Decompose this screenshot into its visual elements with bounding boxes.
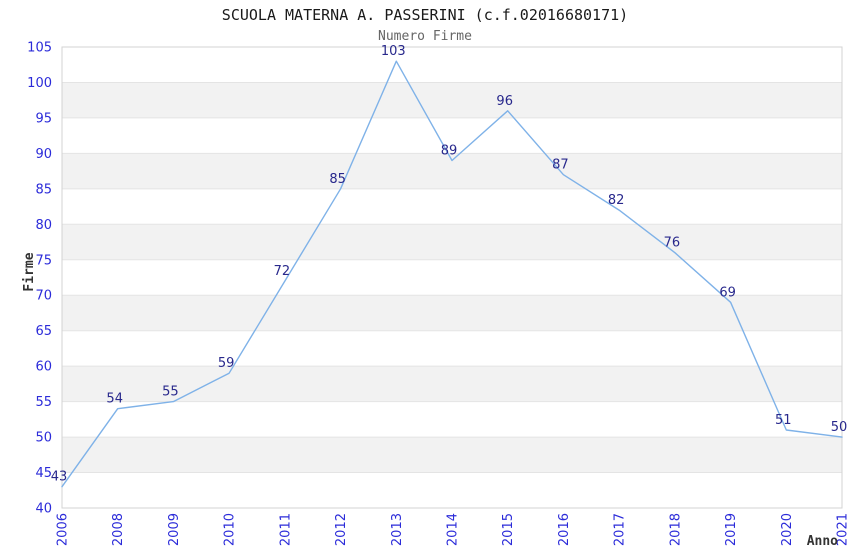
point-label: 103: [381, 44, 406, 59]
plot-band: [62, 82, 842, 118]
plot-band: [62, 259, 842, 296]
plot-bands-layer: [62, 47, 842, 508]
plot-band: [62, 153, 842, 189]
y-axis-title: Firme: [22, 252, 37, 291]
y-tick-label: 65: [35, 324, 52, 339]
point-label: 76: [664, 236, 681, 251]
x-tick-label: 2013: [390, 513, 405, 546]
x-tick-label: 2015: [501, 513, 516, 546]
y-tick-label: 40: [35, 502, 52, 517]
point-label: 89: [441, 144, 458, 159]
x-tick-label: 2008: [111, 513, 126, 546]
x-tick-label: 2018: [668, 513, 683, 546]
x-tick-label: 2006: [56, 513, 71, 546]
x-tick-label: 2014: [446, 513, 461, 546]
plot-band: [62, 330, 842, 367]
plot-band: [62, 117, 842, 154]
y-tick-label: 100: [27, 76, 52, 91]
point-label: 54: [106, 392, 123, 407]
point-label: 69: [719, 285, 736, 300]
y-tick-labels-layer: 40 45 50 55 60 65 70 75 80 85 90 95 100 105: [27, 41, 52, 517]
point-label: 55: [162, 385, 179, 400]
y-tick-label: 45: [35, 466, 52, 481]
point-label: 59: [218, 356, 235, 371]
y-tick-label: 50: [35, 431, 52, 446]
plot-band: [62, 401, 842, 438]
point-label: 50: [831, 420, 848, 435]
x-tick-label: 2020: [780, 513, 795, 546]
y-tick-label: 105: [27, 41, 52, 56]
x-tick-label: 2016: [557, 513, 572, 546]
y-tick-label: 70: [35, 289, 52, 304]
y-tick-label: 90: [35, 147, 52, 162]
point-label: 51: [775, 413, 792, 428]
point-label: 87: [552, 158, 569, 173]
point-label: 43: [51, 470, 68, 485]
chart-title: SCUOLA MATERNA A. PASSERINI (c.f.0201668…: [222, 6, 628, 24]
plot-border-layer: [61, 46, 843, 509]
point-label: 72: [274, 264, 291, 279]
plot-band: [62, 295, 842, 331]
y-tick-label: 75: [35, 253, 52, 268]
y-tick-label: 80: [35, 218, 52, 233]
plot-band: [62, 188, 842, 225]
x-tick-label: 2017: [613, 513, 628, 546]
plot-band: [62, 47, 842, 83]
plot-band: [62, 437, 842, 473]
x-tick-label: 2019: [724, 513, 739, 546]
gridlines-layer: [62, 46, 842, 509]
plot-band: [62, 224, 842, 260]
x-tick-label: 2011: [278, 513, 293, 546]
x-tick-label: 2009: [167, 513, 182, 546]
y-tick-label: 95: [35, 111, 52, 126]
plot-border: [61, 46, 843, 509]
y-tick-label: 55: [35, 395, 52, 410]
line-series-layer: [61, 60, 843, 488]
x-tick-label: 2021: [836, 513, 850, 546]
x-axis-title: Anno: [807, 534, 838, 549]
y-tick-label: 60: [35, 360, 52, 375]
x-tick-label: 2012: [334, 513, 349, 546]
x-tick-label: 2010: [223, 513, 238, 546]
plot-band: [62, 472, 842, 508]
point-label: 96: [496, 94, 513, 109]
x-tick-labels-layer: 2006 2008 2009 2010 2011 2012 2013 2014 2015 2016…: [56, 513, 850, 546]
y-tick-label: 85: [35, 182, 52, 197]
point-label: 82: [608, 193, 625, 208]
line-series: [61, 60, 843, 488]
point-label: 85: [329, 172, 346, 187]
point-labels-layer: 43 54 55 59 72 85 103 89 96 87 82 76 69 51 50: [51, 44, 848, 485]
plot-band: [62, 366, 842, 402]
chart-subtitle: Numero Firme: [378, 29, 472, 44]
